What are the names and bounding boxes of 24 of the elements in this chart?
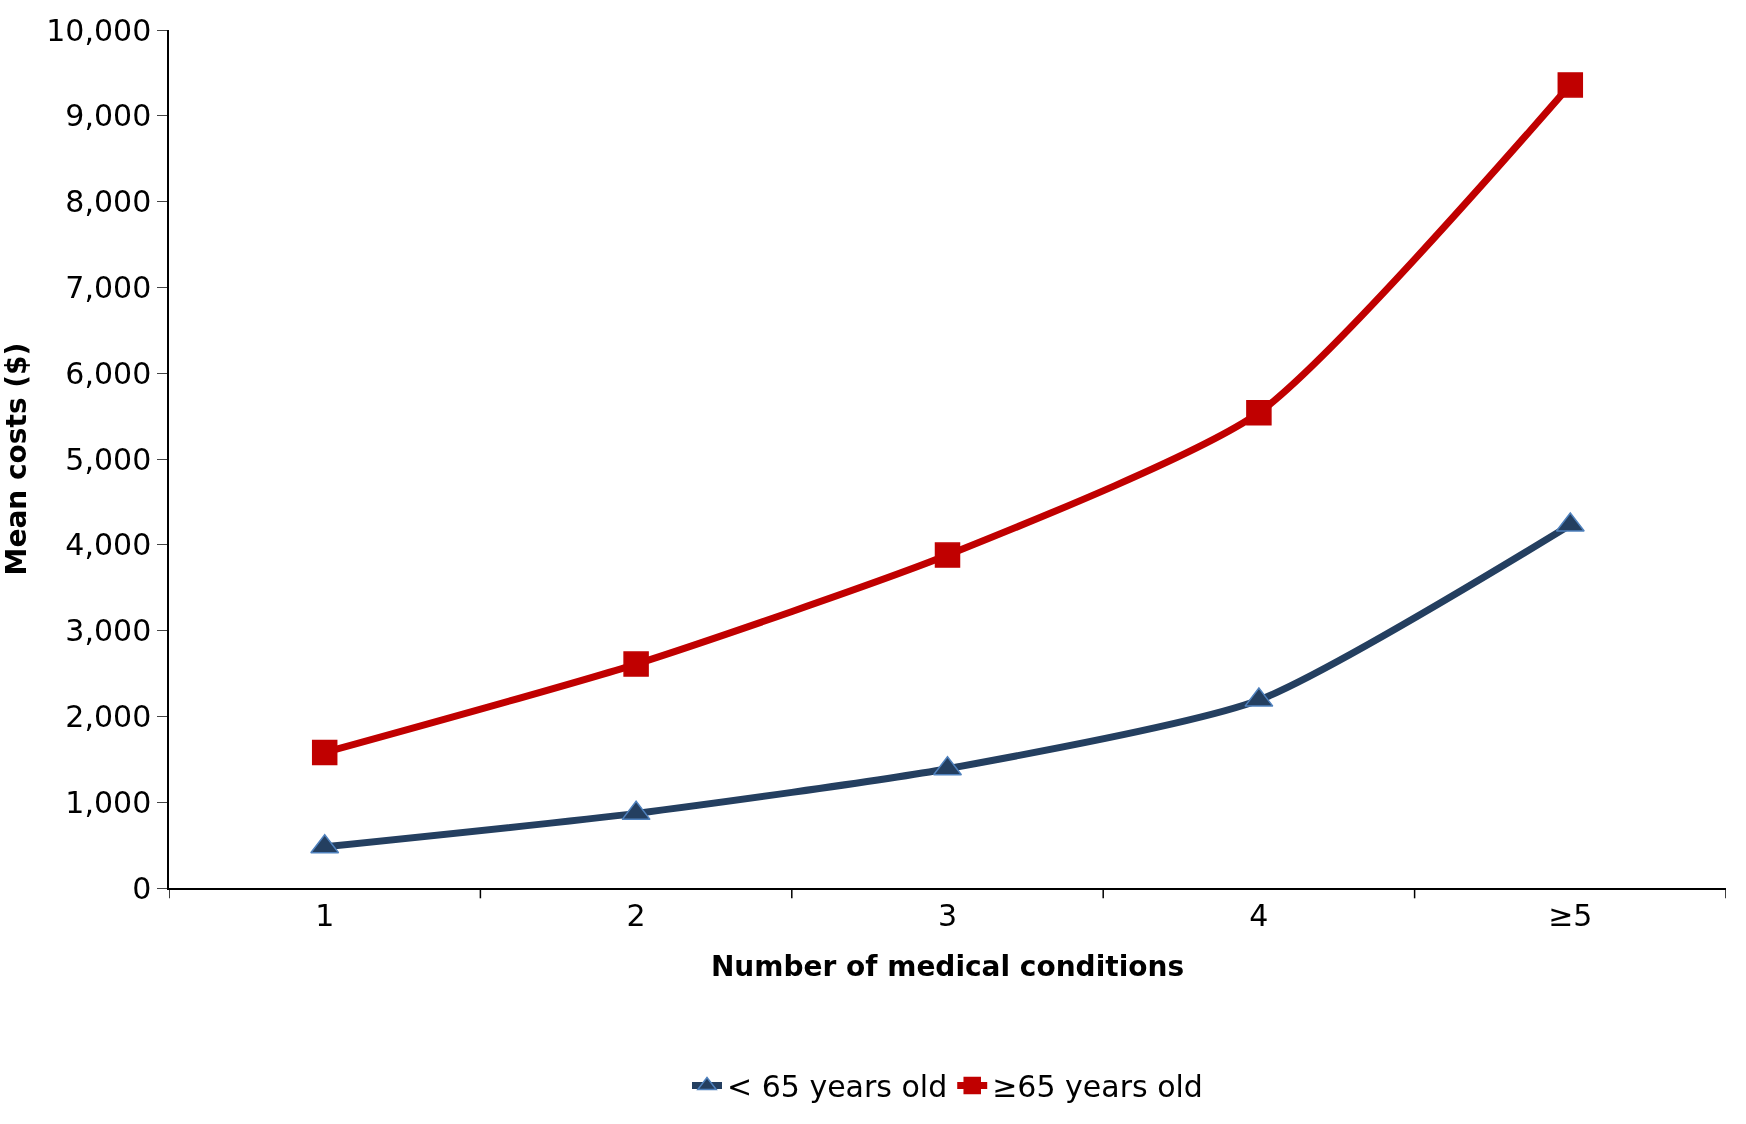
y-tick-label: 4,000 [65,527,152,563]
x-tick-label: 1 [315,897,335,933]
point [1557,72,1584,98]
legend-label: ≥65 years old [992,1069,1203,1105]
x-tick-label: ≥5 [1548,897,1593,933]
y-tick-label: 10,000 [46,12,152,48]
y-tick-label: 7,000 [65,269,152,305]
point [621,800,651,821]
y-tick-label: 8,000 [65,184,152,220]
y-tick-label: 0 [132,870,152,906]
y-axis-title: Mean costs ($) [0,342,33,576]
point [1246,399,1272,426]
point [934,542,961,568]
y-tick-label: 1,000 [65,784,152,820]
x-tick-label: 3 [937,897,958,933]
x-tick-label: 2 [626,897,646,933]
legend-label: < 65 years old [727,1069,948,1105]
x-axis-title: Number of medical conditions [710,950,1185,984]
y-tick-label: 6,000 [65,355,152,391]
y-tick-label: 3,000 [65,613,152,649]
y-tick-label: 5,000 [65,441,152,477]
y-tick-label: 2,000 [65,698,152,734]
x-tick-label: 4 [1249,897,1269,933]
y-tick-label: 9,000 [65,98,152,134]
